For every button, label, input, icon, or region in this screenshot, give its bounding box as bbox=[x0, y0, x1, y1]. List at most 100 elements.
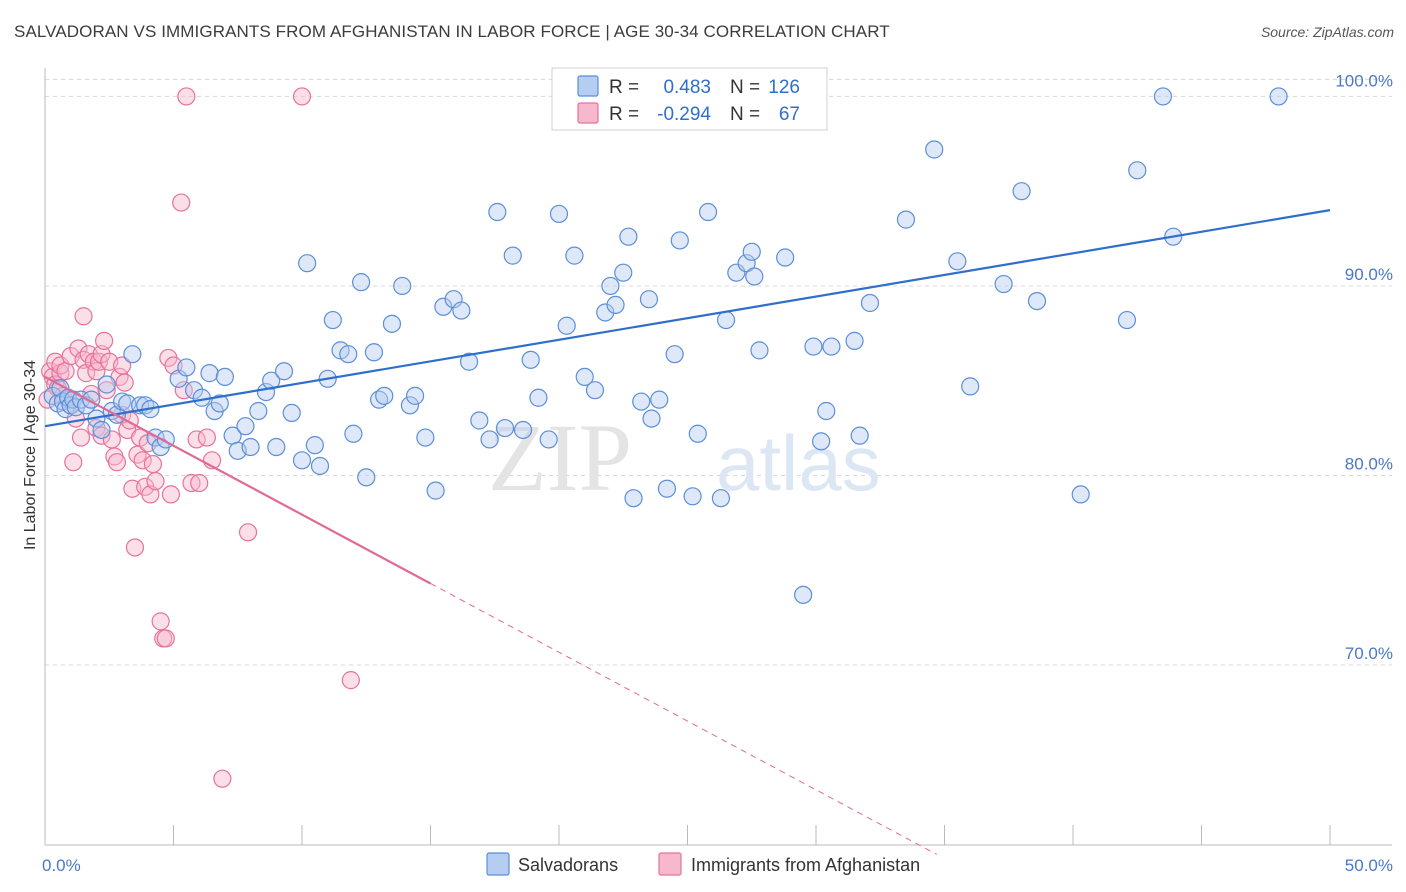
afghanistan-point bbox=[213, 769, 232, 788]
salvadorans-point bbox=[364, 343, 384, 362]
salvadorans-point bbox=[282, 403, 301, 423]
salvadorans-point bbox=[310, 456, 330, 476]
salvadorans-point bbox=[503, 246, 522, 265]
salvadorans-point bbox=[1269, 87, 1288, 106]
afghanistan-point bbox=[97, 381, 116, 400]
trend-line-salvadorans bbox=[44, 209, 1331, 428]
salvadorans-point bbox=[650, 390, 669, 409]
legend-r-label-1: R = bbox=[609, 77, 639, 98]
afghanistan-point bbox=[174, 381, 193, 400]
salvadorans-point bbox=[683, 487, 702, 506]
afghanistan-point bbox=[177, 87, 196, 106]
chart-title: SALVADORAN VS IMMIGRANTS FROM AFGHANISTA… bbox=[14, 22, 890, 41]
salvadorans-point bbox=[249, 401, 268, 421]
salvadorans-point bbox=[1128, 161, 1147, 180]
salvadorans-point bbox=[948, 252, 967, 271]
legend-n-label-2: N = bbox=[730, 104, 760, 125]
salvadorans-point bbox=[804, 337, 823, 356]
afghanistan-point bbox=[143, 454, 163, 474]
source-credit: Source: ZipAtlas.com bbox=[1260, 24, 1394, 40]
salvadorans-point bbox=[822, 337, 841, 356]
afghanistan-point bbox=[125, 538, 145, 557]
x-tick-label-max: 50.0% bbox=[1345, 856, 1393, 875]
salvadorans-point bbox=[375, 386, 394, 405]
afghanistan-point bbox=[56, 362, 75, 381]
bottom-legend-label-afghanistan: Immigrants from Afghanistan bbox=[691, 855, 920, 875]
salvadorans-point bbox=[382, 314, 402, 333]
salvadorans-point bbox=[323, 310, 342, 330]
afghanistan-point bbox=[71, 428, 91, 447]
salvadorans-point bbox=[776, 248, 795, 267]
salvadorans-point bbox=[1027, 292, 1047, 311]
y-axis-title: In Labor Force | Age 30-34 bbox=[22, 360, 39, 550]
axes bbox=[44, 68, 1392, 846]
y-tick-labels: 70.0% 80.0% 90.0% 100.0% bbox=[1335, 71, 1393, 663]
salvadorans-point bbox=[670, 231, 689, 250]
salvadorans-point bbox=[961, 377, 980, 396]
salvadorans-point bbox=[393, 276, 412, 296]
salvadorans-point bbox=[274, 362, 294, 381]
afghanistan-point bbox=[292, 87, 312, 106]
salvadorans-point bbox=[1117, 310, 1137, 330]
salvadorans-point bbox=[123, 345, 142, 364]
trend-line-afghanistan bbox=[44, 375, 432, 585]
legend-swatch-afghanistan bbox=[577, 102, 599, 124]
bottom-legend-swatch-salvadorans bbox=[486, 852, 510, 876]
afghanistan-point bbox=[92, 345, 111, 364]
salvadorans-point bbox=[896, 210, 916, 229]
salvadorans-point bbox=[711, 489, 731, 508]
salvadorans-point bbox=[1071, 485, 1090, 504]
afghanistan-point bbox=[172, 193, 191, 212]
salvadorans-point bbox=[292, 451, 312, 470]
trend-line-afghanistan-extension bbox=[430, 583, 938, 855]
series-salvadorans-points bbox=[43, 87, 1288, 604]
afghanistan-point bbox=[115, 373, 134, 392]
salvadorans-point bbox=[817, 401, 836, 421]
salvadorans-point bbox=[750, 341, 769, 360]
salvadorans-point bbox=[513, 420, 533, 440]
salvadorans-point bbox=[606, 295, 625, 314]
salvadorans-point bbox=[665, 345, 684, 364]
salvadorans-point bbox=[488, 202, 507, 222]
bottom-legend-swatch-afghanistan bbox=[658, 852, 682, 876]
salvadorans-point bbox=[400, 396, 420, 415]
y-tick-label: 70.0% bbox=[1345, 644, 1393, 663]
salvadorans-point bbox=[241, 437, 260, 457]
salvadorans-point bbox=[1153, 87, 1173, 106]
afghanistan-point bbox=[238, 523, 258, 542]
legend-swatch-salvadorans bbox=[577, 75, 599, 97]
afghanistan-point bbox=[92, 426, 111, 445]
salvadorans-point bbox=[575, 367, 594, 387]
trend-lines bbox=[44, 209, 1331, 855]
salvadorans-point bbox=[210, 394, 229, 413]
salvadorans-point bbox=[742, 242, 761, 261]
salvadorans-point bbox=[459, 352, 479, 371]
salvadorans-point bbox=[529, 388, 548, 407]
salvadorans-point bbox=[850, 426, 869, 445]
salvadorans-point bbox=[267, 437, 286, 457]
salvadorans-point bbox=[585, 381, 605, 400]
salvadorans-point bbox=[97, 375, 116, 394]
salvadorans-point bbox=[716, 310, 736, 330]
salvadorans-point bbox=[480, 430, 499, 449]
afghanistan-point bbox=[341, 671, 360, 690]
x-tick-label-min: 0.0% bbox=[42, 856, 81, 875]
afghanistan-point bbox=[161, 485, 181, 504]
salvadorans-point bbox=[860, 293, 880, 313]
afghanistan-point bbox=[107, 453, 127, 472]
salvadorans-point bbox=[539, 430, 558, 449]
afghanistan-point bbox=[74, 307, 93, 326]
afghanistan-point bbox=[197, 428, 217, 447]
salvadorans-point bbox=[632, 392, 651, 411]
watermark-atlas: atlas bbox=[716, 419, 881, 507]
afghanistan-point bbox=[69, 339, 88, 358]
salvadorans-point bbox=[925, 140, 944, 159]
afghanistan-point bbox=[151, 612, 170, 631]
legend-n-label-1: N = bbox=[730, 77, 760, 98]
salvadorans-point bbox=[688, 424, 707, 443]
salvadorans-point bbox=[549, 204, 569, 224]
bottom-legend: Salvadorans Immigrants from Afghanistan bbox=[486, 852, 920, 876]
salvadorans-point bbox=[434, 297, 453, 316]
legend-n-value-salvadorans: 126 bbox=[768, 77, 800, 98]
